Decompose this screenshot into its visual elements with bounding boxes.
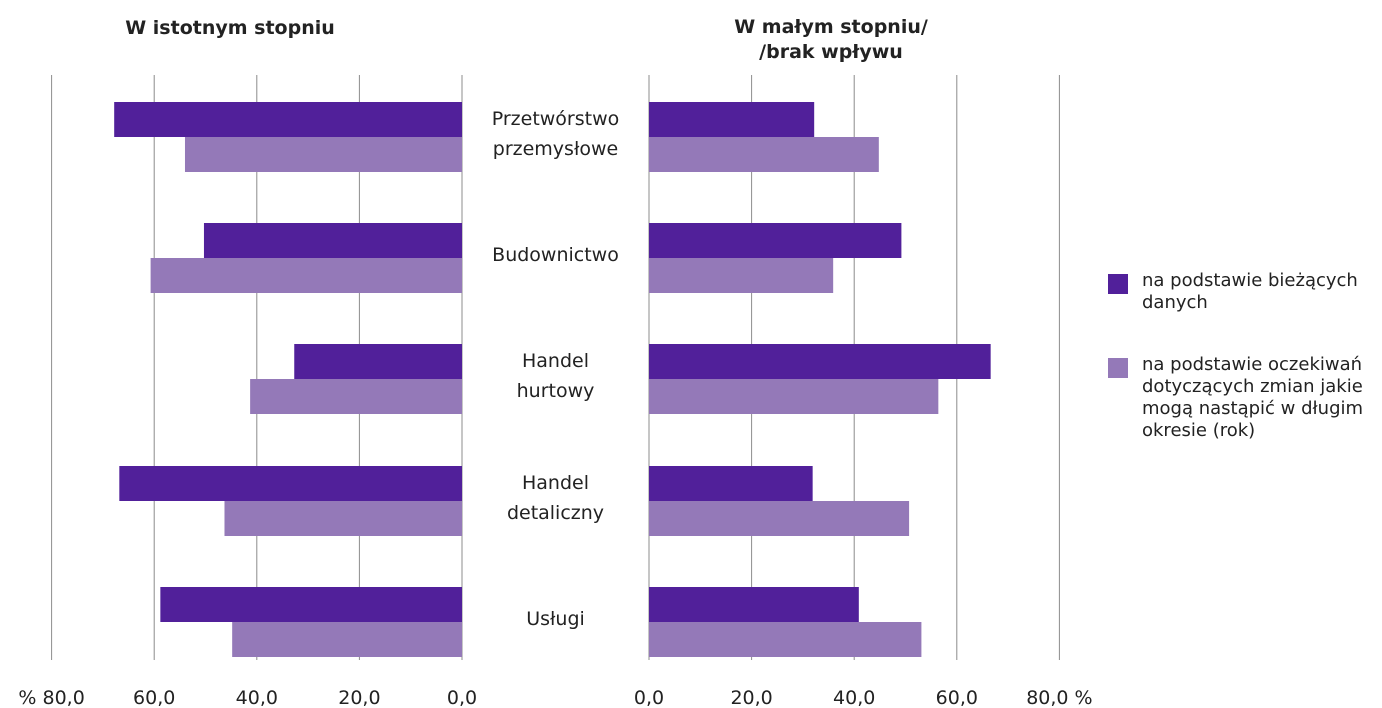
bar-current	[119, 466, 462, 501]
category-label: detaliczny	[507, 502, 604, 524]
bar-current	[294, 344, 462, 379]
left-panel-title: W istotnym stopniu	[125, 17, 335, 39]
bar-current	[649, 102, 815, 137]
category-label: Handel	[522, 472, 589, 494]
bar-expected	[649, 379, 939, 414]
legend-item-expected: na podstawie oczekiwań dotyczących zmian…	[1108, 354, 1382, 442]
legend-swatch-current	[1108, 274, 1128, 294]
bar-current	[114, 102, 462, 137]
bar-expected	[224, 501, 462, 536]
category-label: Przetwórstwo	[492, 108, 620, 130]
bar-expected	[649, 501, 910, 536]
category-labels: Przetwórstwo przemysłowe Budownictwo Handel…	[492, 108, 620, 630]
legend-swatch-expected	[1108, 358, 1128, 378]
right-panel-title-line-1: W małym stopniu/	[734, 16, 928, 38]
bar-expected	[232, 622, 462, 657]
x-tick-label: 80,0 %	[1026, 687, 1092, 708]
bar-current	[649, 466, 813, 501]
legend-label-current: na podstawie bieżących danych	[1142, 270, 1358, 313]
bars	[114, 102, 991, 657]
legend: na podstawie bieżących danych na podstaw…	[1108, 270, 1382, 442]
category-label: Usługi	[526, 608, 585, 630]
bar-expected	[649, 622, 922, 657]
legend-item-current: na podstawie bieżących danych	[1108, 270, 1382, 314]
x-tick-label: 60,0	[133, 687, 175, 708]
legend-label-expected: na podstawie oczekiwań dotyczących zmian…	[1142, 354, 1364, 441]
category-label: hurtowy	[517, 380, 595, 402]
x-tick-label: 20,0	[730, 687, 772, 708]
x-tick-label: 0,0	[447, 687, 477, 708]
bar-current	[649, 344, 991, 379]
x-tick-label: 20,0	[338, 687, 380, 708]
bar-expected	[649, 258, 834, 293]
category-label: przemysłowe	[493, 138, 618, 160]
bar-current	[649, 587, 859, 622]
category-label: Budownictwo	[492, 244, 619, 266]
x-tick-label: 40,0	[236, 687, 278, 708]
bar-expected	[250, 379, 462, 414]
bar-expected	[649, 137, 879, 172]
x-tick-label: 40,0	[833, 687, 875, 708]
x-tick-label: % 80,0	[18, 687, 84, 708]
x-axis-ticks: % 80,0 60,0 40,0 20,0 0,0 0,0 20,0 40,0 60,0 80,0…	[18, 687, 1092, 708]
category-label: Handel	[522, 350, 589, 372]
x-tick-label: 0,0	[634, 687, 664, 708]
bar-current	[203, 223, 462, 258]
bar-current	[160, 587, 462, 622]
bar-expected	[184, 137, 463, 172]
x-tick-label: 60,0	[936, 687, 978, 708]
right-panel-title-line-2: /brak wpływu	[759, 41, 903, 63]
bar-expected	[150, 258, 462, 293]
bar-current	[649, 223, 902, 258]
